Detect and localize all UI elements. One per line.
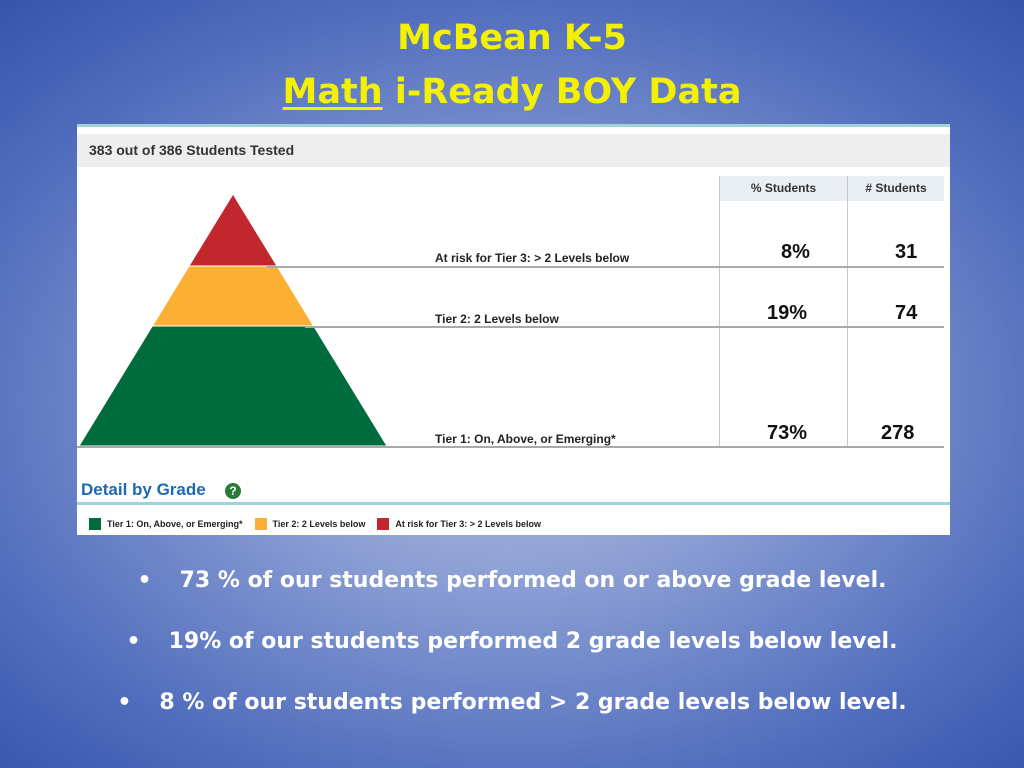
legend-label-tier3: At risk for Tier 3: > 2 Levels below xyxy=(395,519,542,529)
bullet-dot: • xyxy=(137,568,152,593)
legend-item-tier3: At risk for Tier 3: > 2 Levels below xyxy=(377,518,541,530)
panel-mid-rule xyxy=(77,502,950,505)
tier2-percent: 19% xyxy=(767,302,808,324)
col-divider-right xyxy=(847,176,848,448)
tier3-count: 31 xyxy=(895,241,918,263)
iready-panel: 383 out of 386 Students Tested % Student… xyxy=(77,124,950,535)
col-header-count: # Students xyxy=(848,176,944,201)
pyramid-tier3-segment xyxy=(188,193,278,267)
slide-title-line2: Math i-Ready BOY Data xyxy=(0,72,1024,112)
legend-swatch-tier2 xyxy=(254,518,267,530)
tier3-rule xyxy=(267,266,944,268)
legend-item-tier1: Tier 1: On, Above, or Emerging* xyxy=(89,518,243,530)
tier3-percent: 8% xyxy=(781,241,810,263)
tier2-count: 74 xyxy=(895,302,918,324)
legend-label-tier2: Tier 2: 2 Levels below xyxy=(272,519,366,529)
tier-legend: Tier 1: On, Above, or Emerging* Tier 2: … xyxy=(89,517,553,531)
tested-bar: 383 out of 386 Students Tested xyxy=(77,134,950,167)
tier2-label: Tier 2: 2 Levels below xyxy=(435,312,559,326)
bullet-text: 73 % of our students performed on or abo… xyxy=(179,568,887,593)
title-rest: i-Ready BOY Data xyxy=(382,72,742,112)
tier-pyramid xyxy=(78,193,388,447)
help-icon[interactable]: ? xyxy=(225,483,241,499)
bullet-text: 19% of our students performed 2 grade le… xyxy=(168,629,898,654)
tier1-percent: 73% xyxy=(767,422,808,444)
detail-by-grade-link[interactable]: Detail by Grade xyxy=(81,480,206,499)
students-tested-text: 383 out of 386 Students Tested xyxy=(89,142,295,158)
tier1-label: Tier 1: On, Above, or Emerging* xyxy=(435,432,616,446)
tier2-rule xyxy=(305,326,944,328)
col-header-percent: % Students xyxy=(720,176,847,201)
bullet-item: • 8 % of our students performed > 2 grade… xyxy=(0,690,1024,715)
bullet-item: • 73 % of our students performed on or ab… xyxy=(0,568,1024,593)
slide-title-line1: McBean K-5 xyxy=(397,18,627,58)
legend-label-tier1: Tier 1: On, Above, or Emerging* xyxy=(107,519,243,529)
col-divider-left xyxy=(719,176,720,448)
title-math-word: Math xyxy=(282,72,383,112)
bullet-text: 8 % of our students performed > 2 grade … xyxy=(159,690,907,715)
tier1-count: 278 xyxy=(881,422,915,444)
tier3-label: At risk for Tier 3: > 2 Levels below xyxy=(435,251,630,265)
tier1-rule xyxy=(77,446,944,448)
bullet-dot: • xyxy=(117,690,132,715)
legend-swatch-tier1 xyxy=(89,518,101,530)
bullet-dot: • xyxy=(126,629,141,654)
panel-top-rule xyxy=(77,124,950,127)
bullet-item: • 19% of our students performed 2 grade l… xyxy=(0,629,1024,654)
pyramid-tier2-segment xyxy=(151,265,315,327)
legend-swatch-tier3 xyxy=(377,518,390,530)
pyramid-tier1-segment xyxy=(78,325,388,447)
legend-item-tier2: Tier 2: 2 Levels below xyxy=(254,518,366,530)
